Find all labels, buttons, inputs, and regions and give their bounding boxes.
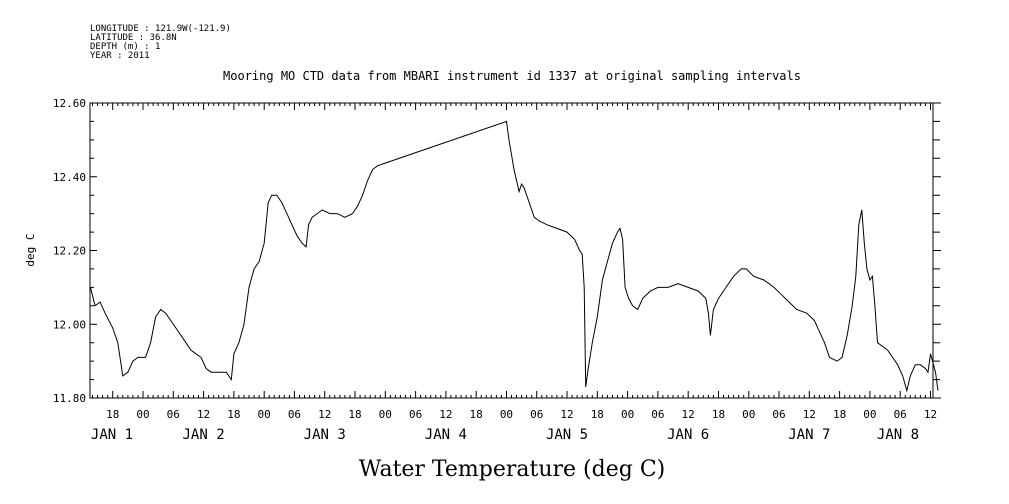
x-tick-label: 06 <box>651 408 664 421</box>
meta-depth: DEPTH (m) : 1 <box>90 42 160 52</box>
y-tick-label: 12.20 <box>53 245 86 258</box>
y-tick-label: 12.60 <box>53 97 86 110</box>
x-tick-label: 12 <box>924 408 937 421</box>
x-tick-label: 06 <box>167 408 180 421</box>
x-tick-label: 00 <box>258 408 271 421</box>
x-tick-label: 06 <box>772 408 785 421</box>
x-tick-label: 06 <box>409 408 422 421</box>
tick-marks <box>90 102 941 399</box>
x-tick-label: 06 <box>530 408 543 421</box>
x-tick-label: 18 <box>833 408 846 421</box>
x-day-label: JAN 8 <box>877 427 919 443</box>
x-tick-label: 06 <box>288 408 301 421</box>
x-day-label: JAN 4 <box>425 427 467 443</box>
x-day-label: JAN 3 <box>304 427 346 443</box>
x-tick-label: 12 <box>682 408 695 421</box>
x-tick-label: 00 <box>379 408 392 421</box>
x-tick-label: 00 <box>136 408 149 421</box>
x-day-label: JAN 5 <box>546 427 588 443</box>
x-tick-label: 18 <box>470 408 483 421</box>
x-day-labels: JAN 1 JAN 2 JAN 3 JAN 4 JAN 5 JAN 6 JAN 7 JAN 8 <box>91 427 919 443</box>
x-day-label: JAN 2 <box>182 427 224 443</box>
x-tick-label: 12 <box>803 408 816 421</box>
x-tick-label: 18 <box>348 408 361 421</box>
axis-ticks <box>90 102 941 399</box>
x-tick-label: 12 <box>439 408 452 421</box>
y-tick-label: 12.40 <box>53 171 86 184</box>
x-day-label: JAN 1 <box>91 427 133 443</box>
x-day-label: JAN 7 <box>788 427 830 443</box>
x-day-label: JAN 6 <box>667 427 709 443</box>
bottom-title: Water Temperature (deg C) <box>359 457 666 482</box>
x-tick-label: 18 <box>106 408 119 421</box>
y-tick-labels: 11.80 12.00 12.20 12.40 12.60 <box>53 97 86 405</box>
meta-latitude: LATITUDE : 36.8N <box>90 33 177 43</box>
y-tick-label: 12.00 <box>53 318 86 331</box>
y-axis-label: deg C <box>24 233 37 266</box>
x-tick-label: 12 <box>560 408 573 421</box>
x-tick-label: 06 <box>894 408 907 421</box>
chart-title: Mooring MO CTD data from MBARI instrumen… <box>223 69 801 83</box>
x-tick-label: 00 <box>742 408 755 421</box>
x-tick-label: 18 <box>712 408 725 421</box>
x-tick-label: 12 <box>197 408 210 421</box>
x-tick-label: 00 <box>500 408 513 421</box>
x-tick-label: 00 <box>863 408 876 421</box>
x-tick-label: 18 <box>591 408 604 421</box>
x-tick-labels: 18 00 06 12 18 00 06 12 18 00 06 12 18 00 06 12 18 00 06 12… <box>106 408 937 421</box>
meta-longitude: LONGITUDE : 121.9W(-121.9) <box>90 24 231 34</box>
x-tick-label: 00 <box>621 408 634 421</box>
y-tick-label: 11.80 <box>53 392 86 405</box>
series-line-water-temperature <box>90 120 939 393</box>
plot-frame <box>89 102 934 399</box>
x-tick-label: 12 <box>318 408 331 421</box>
x-tick-label: 18 <box>227 408 240 421</box>
metadata-block: LONGITUDE : 121.9W(-121.9) LATITUDE : 36… <box>90 24 231 61</box>
meta-year: YEAR : 2011 <box>90 51 150 61</box>
